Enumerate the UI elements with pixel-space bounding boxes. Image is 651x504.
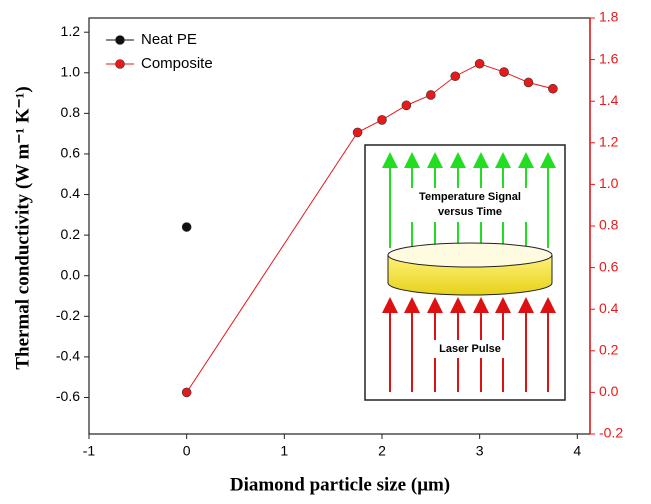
data-point — [450, 71, 461, 82]
legend-marker — [115, 35, 125, 45]
y2-tick-label: 0.8 — [599, 217, 619, 233]
legend-label: Composite — [141, 55, 213, 72]
x-tick-label: 0 — [183, 443, 191, 459]
inset-label: versus Time — [438, 206, 502, 218]
sample-disc-top — [387, 242, 553, 268]
y-tick-label: 0.4 — [61, 185, 81, 201]
y2-tick-label: 1.0 — [599, 175, 619, 191]
data-point — [181, 387, 192, 398]
inset-label: Laser Pulse — [439, 343, 501, 355]
y-tick-label: 1.0 — [61, 63, 81, 79]
y-axis-title: Thermal conductivity (W m⁻¹ K⁻¹) — [12, 86, 33, 369]
y2-tick-label: 0.0 — [599, 383, 619, 399]
y-tick-label: -0.4 — [56, 348, 80, 364]
legend-label: Neat PE — [141, 31, 197, 48]
y-tick-label: 0.8 — [61, 104, 81, 120]
x-axis-title: Diamond particle size (μm) — [230, 474, 450, 495]
data-point — [401, 100, 412, 111]
data-point — [499, 67, 509, 77]
data-point — [352, 127, 363, 138]
signal-label-box — [398, 188, 542, 222]
y2-tick-label: 1.4 — [599, 92, 619, 108]
y-tick-label: -0.6 — [56, 388, 80, 404]
x-tick-label: 3 — [476, 443, 484, 459]
y2-tick-label: 1.8 — [599, 9, 619, 25]
data-point — [548, 83, 558, 94]
y-tick-label: 0.2 — [61, 226, 81, 242]
legend-marker — [115, 59, 125, 69]
y2-tick-label: 0.2 — [599, 342, 619, 358]
y-tick-label: 1.2 — [61, 23, 81, 39]
x-tick-label: 4 — [573, 443, 581, 459]
y2-tick-label: 0.6 — [599, 258, 619, 274]
x-tick-label: 2 — [378, 443, 386, 459]
x-tick-label: -1 — [83, 443, 96, 459]
y2-tick-label: 1.6 — [599, 50, 619, 66]
y2-tick-label: -0.2 — [599, 425, 623, 441]
data-point — [523, 77, 534, 88]
y-tick-label: -0.2 — [56, 307, 80, 323]
x-tick-label: 1 — [280, 443, 288, 459]
inset-label: Temperature Signal — [419, 191, 521, 203]
y2-tick-label: 1.2 — [599, 134, 619, 150]
data-point — [474, 58, 485, 69]
data-point — [377, 115, 387, 125]
data-point — [181, 222, 192, 232]
y2-tick-label: 0.4 — [599, 300, 619, 316]
series-line — [186, 63, 554, 393]
y-tick-label: 0.0 — [61, 266, 81, 282]
data-point — [426, 90, 436, 100]
inset: Temperature Signal versus Time Laser Pul… — [364, 144, 566, 401]
y-tick-label: 0.6 — [61, 145, 81, 161]
laser-label-box — [428, 340, 512, 358]
